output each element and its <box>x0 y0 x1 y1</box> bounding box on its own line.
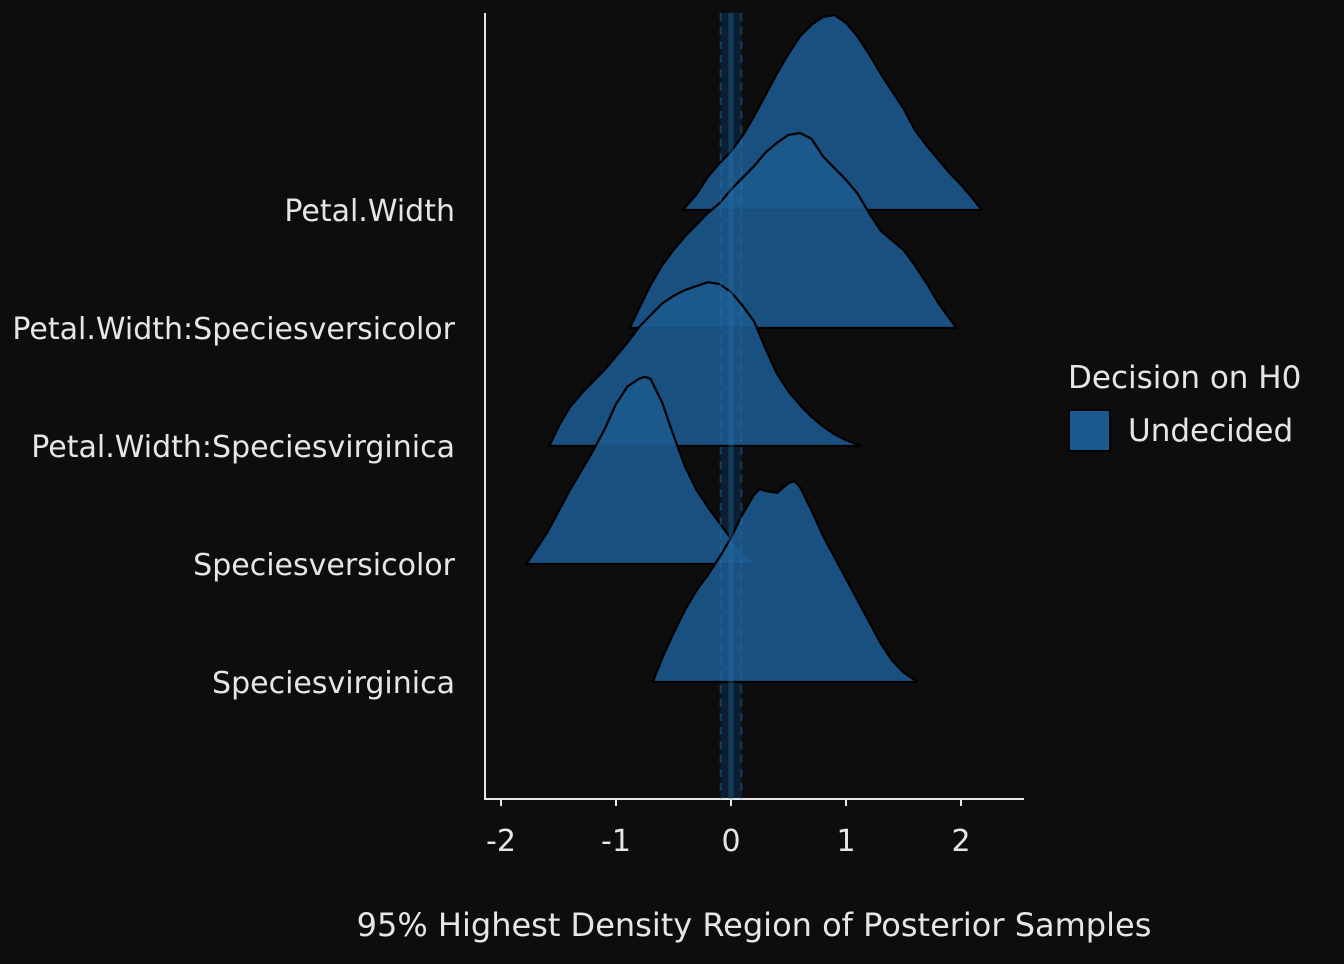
y-tick-label: Petal.Width:Speciesvirginica <box>31 430 455 465</box>
legend-title: Decision on H0 <box>1068 360 1301 396</box>
ridge-petal-width-speciesversicolor <box>628 131 958 330</box>
legend: Decision on H0 Undecided <box>1068 360 1301 452</box>
y-tick-label: Speciesvirginica <box>212 666 455 701</box>
x-tick-label: 0 <box>721 824 740 859</box>
y-tick-label: Petal.Width:Speciesversicolor <box>12 312 455 347</box>
ridge-speciesvirginica <box>651 480 919 684</box>
ridge-plots <box>525 13 983 684</box>
y-tick-label: Speciesversicolor <box>193 548 456 583</box>
y-tick-labels: Petal.Width Petal.Width:Speciesversicolor… <box>12 194 455 701</box>
x-tick-label: -1 <box>601 824 631 859</box>
x-tick-labels: -2 -1 0 1 2 <box>486 799 971 859</box>
legend-label-undecided: Undecided <box>1128 413 1293 449</box>
legend-swatch-undecided <box>1068 409 1111 452</box>
x-tick-label: -2 <box>486 824 516 859</box>
x-axis-title: 95% Highest Density Region of Posterior … <box>357 906 1152 944</box>
x-tick-label: 2 <box>951 824 970 859</box>
y-tick-label: Petal.Width <box>284 194 455 229</box>
x-tick-label: 1 <box>836 824 855 859</box>
axes <box>484 13 1024 800</box>
